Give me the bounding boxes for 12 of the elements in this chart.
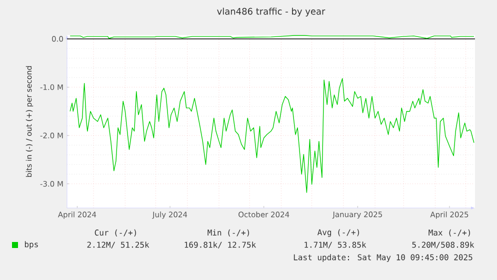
text: Last update: Sat May 10 09:45:00 2025 — [294, 254, 472, 262]
text: Max (-/+) — [428, 229, 470, 237]
text: Min (-/+) — [208, 229, 250, 237]
legend-label: bps — [24, 241, 38, 249]
chart-title: vlan486 traffic - by year — [217, 8, 326, 16]
text: 5.20M/508.89k — [412, 242, 474, 248]
text: 169.81k/ 12.75k — [184, 242, 256, 248]
text: Cur (-/+) — [94, 229, 136, 237]
line-series — [70, 78, 474, 193]
text: 1.71M/ 53.85k — [304, 242, 366, 248]
text: Avg (-/+) — [317, 229, 360, 237]
text: 2.12M/ 51.25k — [87, 242, 150, 248]
